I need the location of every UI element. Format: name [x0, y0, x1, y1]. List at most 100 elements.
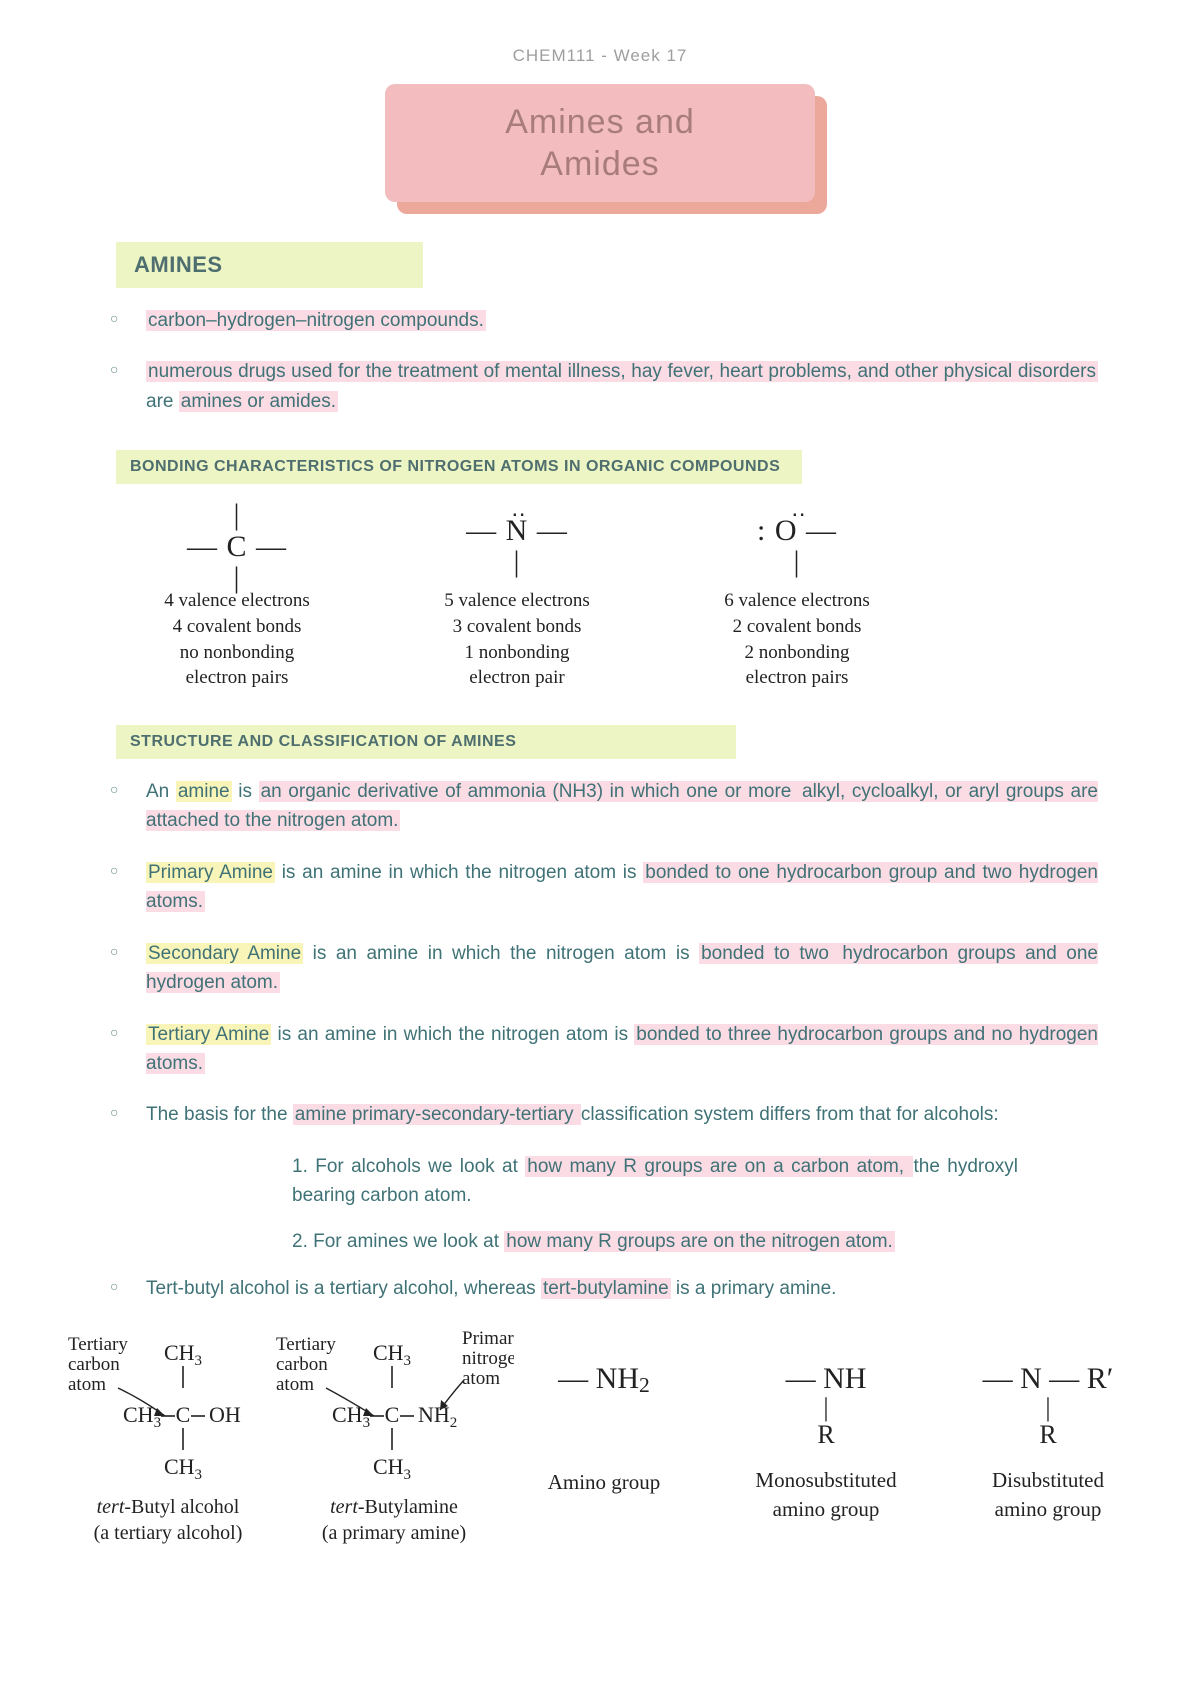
list-item: Primary Amine is an amine in which the n…	[62, 858, 1138, 917]
text-run: amine primary-secondary-tertiary	[293, 1104, 581, 1125]
bonding-row: |— C —|4 valence electrons 4 covalent bo…	[132, 510, 1138, 691]
heading-structure: STRUCTURE AND CLASSIFICATION OF AMINES	[116, 725, 736, 759]
svg-text:OH: OH	[209, 1402, 241, 1427]
numbered-item: 1. For alcohols we look at how many R gr…	[292, 1152, 1138, 1211]
atom-caption: 4 valence electrons 4 covalent bonds no …	[132, 588, 342, 691]
svg-text:CH3: CH3	[164, 1340, 202, 1369]
svg-text:carbon: carbon	[276, 1354, 328, 1375]
page: CHEM111 - Week 17 Amines and Amides AMIN…	[0, 0, 1200, 1705]
amino-formula: — N — R′	[958, 1364, 1138, 1394]
svg-text:CH3: CH3	[123, 1402, 161, 1431]
numbered-item: 2. For amines we look at how many R grou…	[292, 1227, 1138, 1256]
amino-label: Monosubstituted amino group	[736, 1466, 916, 1523]
atom-glyph: |— C —|	[132, 510, 342, 582]
tert-alcohol-rest: Butyl alcohol	[131, 1496, 239, 1518]
svg-text:nitrogen: nitrogen	[462, 1348, 514, 1369]
text-run: is a primary amine.	[671, 1278, 837, 1299]
title-container: Amines and Amides	[62, 84, 1138, 202]
list-item: Secondary Amine is an amine in which the…	[62, 939, 1138, 998]
atom-caption: 5 valence electrons 3 covalent bonds 1 n…	[412, 588, 622, 691]
svg-text:Primary: Primary	[462, 1330, 514, 1349]
svg-text:atom: atom	[462, 1368, 500, 1389]
heading-bonding: BONDING CHARACTERISTICS OF NITROGEN ATOM…	[116, 450, 802, 484]
text-run: amines or amides.	[179, 391, 338, 412]
text-run: 2. For amines we look at	[292, 1231, 504, 1252]
text-run: The basis for the	[146, 1104, 293, 1125]
atom-glyph: : O —|	[692, 510, 902, 582]
title-line1: Amines and	[505, 103, 695, 141]
svg-text:atom: atom	[68, 1374, 106, 1395]
atom-col: |— C —|4 valence electrons 4 covalent bo…	[132, 510, 342, 691]
text-run: are	[146, 391, 179, 412]
tert-alcohol-svg: Tertiary carbon atom CH3 CH3 C OH CH3	[63, 1330, 273, 1490]
section-bonding: BONDING CHARACTERISTICS OF NITROGEN ATOM…	[62, 450, 1138, 691]
text-run: numerous drugs used for the treatment of…	[146, 361, 1098, 382]
list-item: Tert-butyl alcohol is a tertiary alcohol…	[62, 1274, 1138, 1303]
text-run: carbon–hydrogen–nitrogen compounds.	[146, 310, 486, 331]
svg-text:C: C	[385, 1402, 400, 1427]
tert-alcohol-ital: tert-	[97, 1496, 131, 1518]
amino-sub: | R	[958, 1394, 1138, 1449]
tert-amine-ital: tert-	[330, 1496, 364, 1518]
atom-col: : O —|6 valence electrons 2 covalent bon…	[692, 510, 902, 691]
list-item: Tertiary Amine is an amine in which the …	[62, 1020, 1138, 1079]
text-run: is an amine in which the nitrogen atom i…	[271, 1024, 634, 1045]
svg-text:NH2: NH2	[418, 1402, 457, 1431]
tert-alcohol-paren: (a tertiary alcohol)	[94, 1522, 243, 1544]
svg-text:carbon: carbon	[68, 1354, 120, 1375]
amino-sub: | R	[736, 1394, 916, 1449]
text-run: Secondary Amine	[146, 943, 303, 964]
title-front: Amines and Amides	[385, 84, 815, 202]
amino-group-col: — NH| R Monosubstituted amino group	[736, 1330, 916, 1523]
text-run: An	[146, 781, 176, 802]
text-run: how many R groups are on a carbon atom,	[525, 1156, 913, 1177]
svg-text:CH3: CH3	[373, 1340, 411, 1369]
amino-group-col: — NH2 Amino group	[514, 1330, 694, 1523]
structure-final-bullet: Tert-butyl alcohol is a tertiary alcohol…	[62, 1274, 1138, 1303]
amino-groups: — NH2Amino group— NH| RMonosubstituted a…	[514, 1330, 1138, 1523]
amines-bullet-list: carbon–hydrogen–nitrogen compounds. numer…	[62, 306, 1138, 416]
svg-text:Tertiary: Tertiary	[276, 1334, 336, 1355]
svg-text:CH3: CH3	[164, 1454, 202, 1483]
text-run: is	[232, 781, 259, 802]
structures-row: Tertiary carbon atom CH3 CH3 C OH CH3	[62, 1330, 1138, 1546]
amino-formula: — NH	[736, 1364, 916, 1394]
amino-label: Amino group	[514, 1468, 694, 1496]
text-run: Primary Amine	[146, 862, 275, 883]
svg-text:Tertiary: Tertiary	[68, 1334, 128, 1355]
text-run: is an amine in which the nitrogen atom i…	[275, 862, 643, 883]
list-item: numerous drugs used for the treatment of…	[62, 357, 1138, 416]
text-run: Tert-butyl alcohol is a tertiary alcohol…	[146, 1278, 541, 1299]
fig-tert-amine: Tertiary carbon atom Primary nitrogen at…	[274, 1330, 514, 1546]
svg-text:C: C	[176, 1402, 191, 1427]
title-text: Amines and Amides	[505, 101, 695, 186]
tert-amine-caption: tert-Butylamine (a primary amine)	[274, 1494, 514, 1546]
heading-amines: AMINES	[116, 242, 423, 288]
numbered-block: 1. For alcohols we look at how many R gr…	[62, 1152, 1138, 1256]
course-header: CHEM111 - Week 17	[62, 46, 1138, 66]
tert-amine-svg: Tertiary carbon atom Primary nitrogen at…	[274, 1330, 514, 1490]
list-item: The basis for the amine primary-secondar…	[62, 1100, 1138, 1129]
amino-label: Disubstituted amino group	[958, 1466, 1138, 1523]
atom-col: — N —|5 valence electrons 3 covalent bon…	[412, 510, 622, 691]
text-run: amine	[176, 781, 232, 802]
text-run: how many R groups are on the nitrogen at…	[504, 1231, 895, 1252]
text-run: an organic derivative of ammonia (NH3) i…	[259, 781, 800, 802]
amino-group-col: — N — R′| R Disubstituted amino group	[958, 1330, 1138, 1523]
text-run: tert-butylamine	[541, 1278, 671, 1299]
atom-caption: 6 valence electrons 2 covalent bonds 2 n…	[692, 588, 902, 691]
section-structure: STRUCTURE AND CLASSIFICATION OF AMINES A…	[62, 725, 1138, 1304]
list-item: carbon–hydrogen–nitrogen compounds.	[62, 306, 1138, 335]
text-run: 1. For alcohols we look at	[292, 1156, 525, 1177]
title-line2: Amides	[540, 145, 659, 183]
atom-glyph: — N —|	[412, 510, 622, 582]
list-item: An amine is an organic derivative of amm…	[62, 777, 1138, 836]
text-run: classification system differs from that …	[581, 1104, 999, 1125]
structure-bullet-list: An amine is an organic derivative of amm…	[62, 777, 1138, 1130]
text-run: is an amine in which the nitrogen atom i…	[303, 943, 699, 964]
section-amines: AMINES carbon–hydrogen–nitrogen compound…	[62, 242, 1138, 416]
svg-text:CH3: CH3	[332, 1402, 370, 1431]
fig-tert-alcohol: Tertiary carbon atom CH3 CH3 C OH CH3	[62, 1330, 274, 1546]
amino-formula: — NH2	[514, 1364, 694, 1397]
tert-amine-paren: (a primary amine)	[322, 1522, 466, 1544]
